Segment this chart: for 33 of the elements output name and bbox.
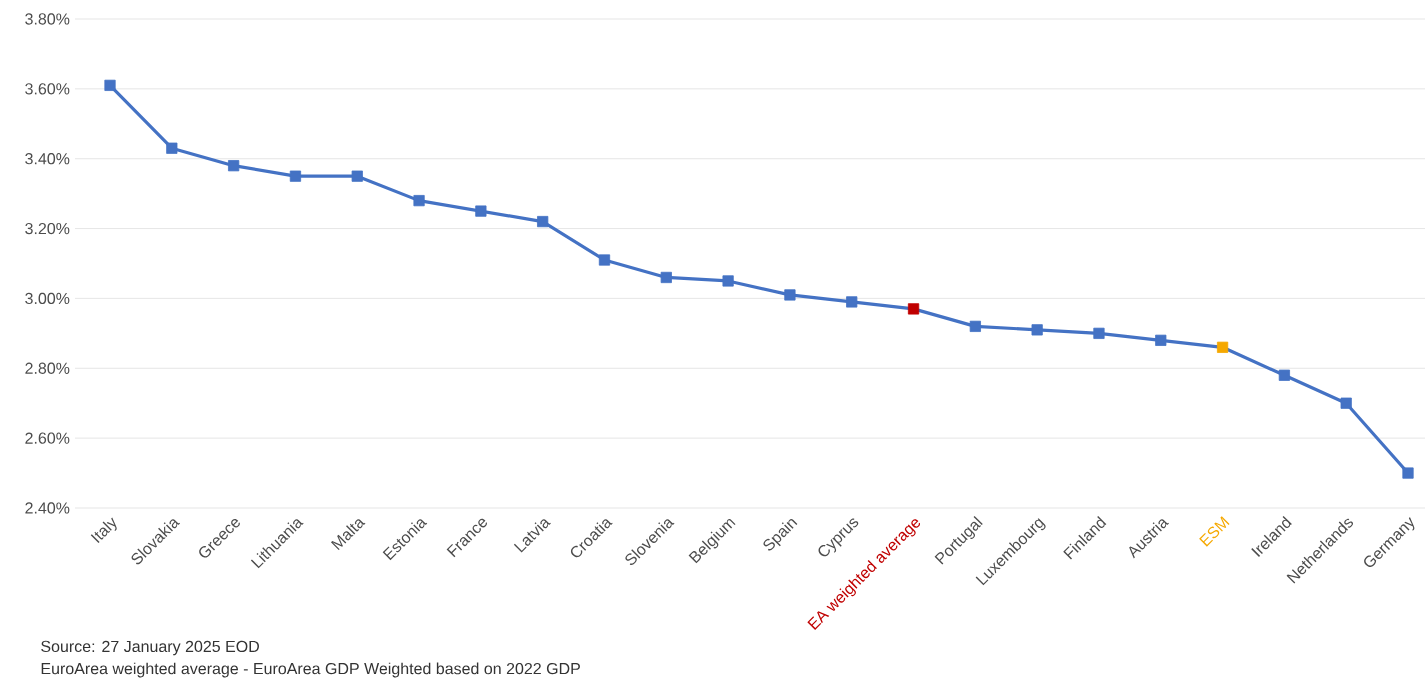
point — [907, 303, 920, 315]
source-note: Source: 27 January 2025 EOD — [41, 640, 259, 656]
point — [1402, 467, 1414, 479]
point — [351, 170, 363, 182]
y-tick-label: 3.00% — [25, 292, 70, 305]
x-tick-label: Italy — [90, 517, 117, 544]
point — [166, 142, 178, 154]
point — [228, 160, 240, 172]
point — [660, 271, 672, 284]
point — [784, 289, 796, 301]
y-tick-label: 3.60% — [25, 83, 70, 95]
point — [1031, 324, 1043, 336]
point — [475, 205, 487, 217]
point — [1093, 327, 1105, 339]
point — [1340, 397, 1352, 409]
point — [1216, 341, 1229, 353]
y-tick-label: 3.40% — [25, 153, 70, 165]
point — [722, 275, 734, 287]
y-tick-label: 3.80% — [25, 13, 70, 25]
point — [969, 320, 981, 332]
text: EuroArea weighted average - EuroArea GDP Weighted based on 2022 GDP — [41, 662, 580, 678]
point — [846, 296, 858, 308]
point — [598, 254, 611, 266]
point — [104, 79, 116, 91]
point — [537, 215, 549, 228]
point — [413, 195, 425, 207]
y-tick-label: 2.40% — [25, 502, 70, 514]
y-tick-label: 2.60% — [25, 432, 70, 444]
point — [289, 170, 302, 182]
point — [1155, 334, 1167, 346]
point — [1278, 369, 1290, 381]
y-tick-label: 2.80% — [25, 362, 70, 374]
y-tick-label: 3.20% — [25, 222, 70, 235]
